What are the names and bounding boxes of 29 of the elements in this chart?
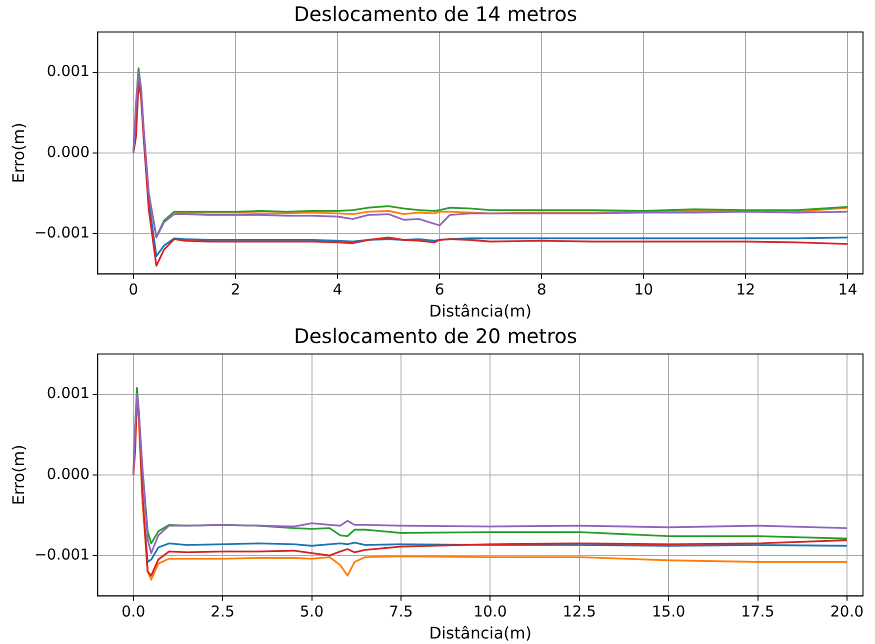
x-tick-label: 15.0	[652, 602, 686, 621]
x-tick-label: 7.5	[389, 602, 413, 621]
y-tick-label: −0.001	[34, 223, 90, 242]
x-tick-label: 10	[634, 280, 654, 299]
y-axis-title: Erro(m)	[8, 444, 28, 506]
y-tick-label: 0.000	[46, 464, 90, 483]
x-tick-label: 8	[536, 280, 546, 299]
chart-title: Deslocamento de 14 metros	[294, 2, 578, 26]
x-tick-label: 5.0	[300, 602, 324, 621]
x-axis-title: Distância(m)	[429, 302, 532, 321]
x-tick-label: 2.5	[210, 602, 235, 621]
x-tick-label: 0.0	[121, 602, 146, 621]
x-tick-label: 4	[332, 280, 342, 299]
x-tick-label: 14	[838, 280, 858, 299]
chart-title: Deslocamento de 20 metros	[294, 324, 578, 348]
y-tick-label: 0.000	[46, 142, 90, 161]
x-tick-label: 0	[128, 280, 138, 299]
y-tick-label: −0.001	[34, 545, 90, 564]
x-tick-label: 10.0	[473, 602, 507, 621]
y-axis-title: Erro(m)	[8, 122, 28, 184]
x-tick-label: 12.5	[562, 602, 596, 621]
x-tick-label: 17.5	[741, 602, 774, 621]
x-tick-label: 12	[736, 280, 756, 299]
y-tick-label: 0.001	[46, 62, 90, 80]
x-tick-label: 6	[434, 280, 444, 299]
x-axis-title: Distância(m)	[429, 624, 532, 643]
x-tick-label: 2	[230, 280, 240, 299]
x-tick-label: 20.0	[830, 602, 864, 621]
y-tick-label: 0.001	[46, 384, 90, 402]
